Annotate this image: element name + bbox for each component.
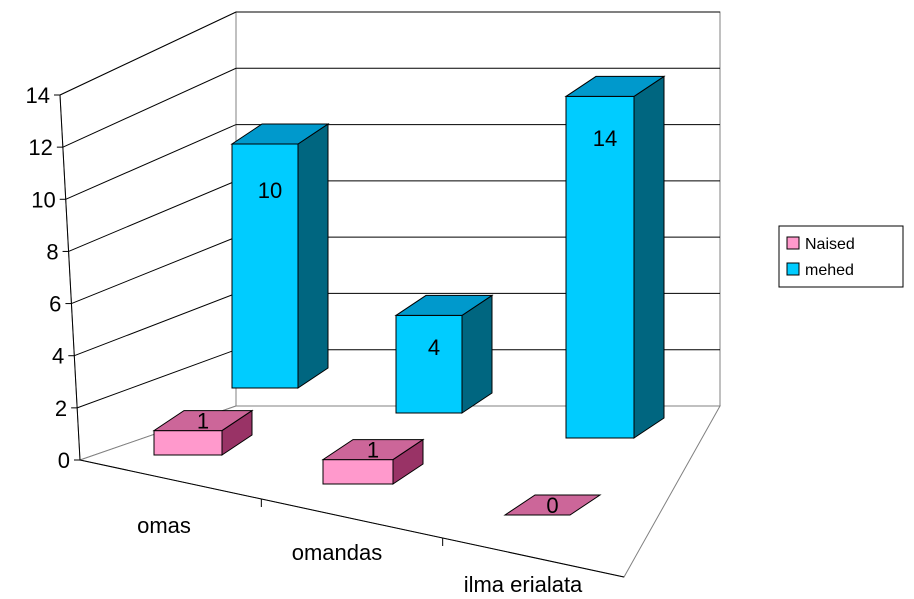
bar-naised-1-front <box>322 459 394 485</box>
bar-mehed-0-top <box>230 123 330 145</box>
left-wall <box>59 11 237 461</box>
bar-naised-1-top <box>321 439 425 461</box>
bar-mehed-2 <box>564 75 666 439</box>
gridline <box>65 124 720 200</box>
x-category-label: omas <box>137 513 191 538</box>
x-category-label: omandas <box>292 540 383 565</box>
y-tick-label: 12 <box>28 135 52 160</box>
legend-swatch-naised <box>786 236 800 250</box>
bar-mehed-1 <box>394 294 494 414</box>
bar-naised-2 <box>503 494 602 516</box>
bar-mehed-0 <box>230 123 330 389</box>
y-axis-line <box>59 94 81 461</box>
data-label-naised: 1 <box>197 409 209 434</box>
y-tick-label: 0 <box>58 448 70 473</box>
bar-mehed-1-side <box>461 294 493 414</box>
x-axis-line <box>79 459 625 578</box>
gridline <box>59 11 720 96</box>
y-axis-ticks: 0 2 4 6 8 10 12 14 <box>26 83 80 473</box>
y-tick-label: 4 <box>52 344 64 369</box>
data-label-naised: 1 <box>367 438 379 463</box>
data-label-mehed: 14 <box>593 126 617 151</box>
x-axis-categories: omas omandas ilma erialata <box>137 499 583 597</box>
y-tick-label: 10 <box>31 187 55 212</box>
data-label-naised: 0 <box>546 493 558 518</box>
axes <box>59 94 625 578</box>
x-category-label: ilma erialata <box>464 572 583 597</box>
legend: Naised mehed <box>778 225 904 288</box>
bar-mehed-1-front <box>395 314 463 414</box>
y-tick-label: 14 <box>26 83 50 108</box>
legend-label-naised: Naised <box>805 236 855 253</box>
data-label-mehed: 4 <box>428 335 440 360</box>
legend-label-mehed: mehed <box>805 262 854 279</box>
bar-mehed-1-top <box>394 294 494 316</box>
bar-naised-0 <box>152 409 254 456</box>
y-tick-label: 6 <box>49 292 61 317</box>
bar-naised-0-top <box>152 410 254 432</box>
legend-box <box>778 225 904 288</box>
y-tick-label: 2 <box>55 396 67 421</box>
legend-swatch-mehed <box>786 262 800 276</box>
gridline <box>62 67 720 148</box>
bar-naised-1 <box>321 438 425 485</box>
bar-naised-2-top <box>503 494 602 516</box>
bar-mehed-2-top <box>564 75 666 97</box>
bar-naised-0-front <box>153 430 223 456</box>
bar-mehed-0-side <box>297 123 329 389</box>
bars <box>152 75 666 516</box>
bar-mehed-2-side <box>633 75 665 439</box>
y-tick-label: 8 <box>46 239 58 264</box>
data-label-mehed: 10 <box>258 178 282 203</box>
